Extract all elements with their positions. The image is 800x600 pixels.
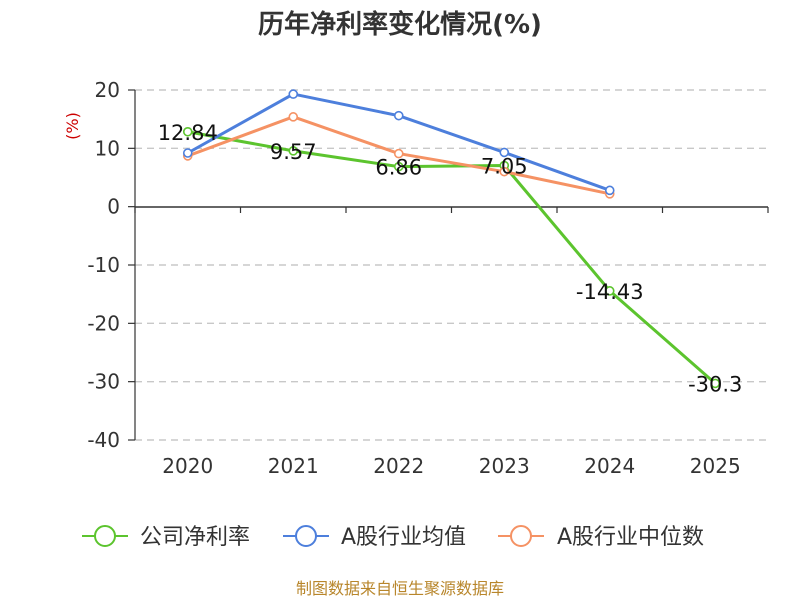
data-labels: 12.84 9.57 6.86 7.05 -14.43 -30.3 — [158, 121, 743, 397]
data-label: 9.57 — [270, 140, 317, 164]
y-tick-label: 0 — [107, 195, 120, 219]
data-point — [604, 185, 615, 196]
data-point — [182, 126, 193, 137]
x-tick-label: 2024 — [584, 454, 635, 478]
legend-marker-icon — [94, 525, 116, 547]
data-label: -30.3 — [688, 372, 742, 396]
data-point — [288, 89, 299, 99]
data-point — [499, 147, 510, 158]
legend-marker-icon — [295, 525, 317, 547]
legend[interactable]: 公司净利率 A股行业均值 A股行业中位数 — [82, 525, 704, 550]
data-point — [393, 110, 404, 121]
data-point — [393, 148, 404, 159]
data-label: -14.43 — [576, 280, 644, 304]
x-tick-label: 2025 — [690, 454, 741, 478]
data-point — [393, 161, 404, 172]
y-axis-label: (%) — [63, 112, 82, 140]
data-label: 12.84 — [158, 121, 218, 145]
legend-item-2[interactable]: A股行业均值 — [283, 525, 466, 550]
legend-label: A股行业中位数 — [557, 525, 704, 550]
data-point — [604, 286, 615, 296]
x-tick-label: 2021 — [268, 454, 319, 478]
data-point — [182, 148, 193, 158]
y-tick-label: 20 — [95, 78, 120, 102]
data-label: 7.05 — [481, 155, 528, 179]
x-tick-labels: 2020 2021 2022 2023 2024 2025 — [162, 454, 740, 478]
legend-item-1[interactable]: 公司净利率 — [82, 525, 250, 550]
x-tick-label: 2022 — [373, 454, 424, 478]
y-tick-label: -10 — [87, 253, 120, 277]
gridlines — [135, 89, 768, 441]
series-line — [187, 130, 717, 385]
data-label: 6.86 — [375, 156, 422, 180]
data-point — [710, 378, 721, 389]
y-tick-label: -40 — [87, 428, 120, 452]
y-tick-label: -20 — [87, 311, 120, 335]
legend-label: 公司净利率 — [140, 525, 250, 550]
data-point — [288, 146, 299, 156]
y-tick-labels: 20 10 0 -10 -20 -30 -40 — [87, 78, 120, 452]
x-tick-label: 2020 — [162, 454, 213, 478]
legend-marker-icon — [510, 525, 532, 547]
source-note: 制图数据来自恒生聚源数据库 — [296, 579, 504, 598]
series-group — [182, 89, 721, 389]
axes — [128, 89, 769, 441]
data-point — [499, 166, 510, 177]
legend-label: A股行业均值 — [341, 525, 466, 550]
legend-item-3[interactable]: A股行业中位数 — [498, 525, 704, 550]
x-tick-label: 2023 — [479, 454, 530, 478]
y-tick-label: -30 — [87, 370, 120, 394]
y-tick-label: 10 — [95, 136, 120, 160]
chart-title: 历年净利率变化情况(%) — [258, 9, 542, 40]
data-point — [288, 112, 299, 122]
